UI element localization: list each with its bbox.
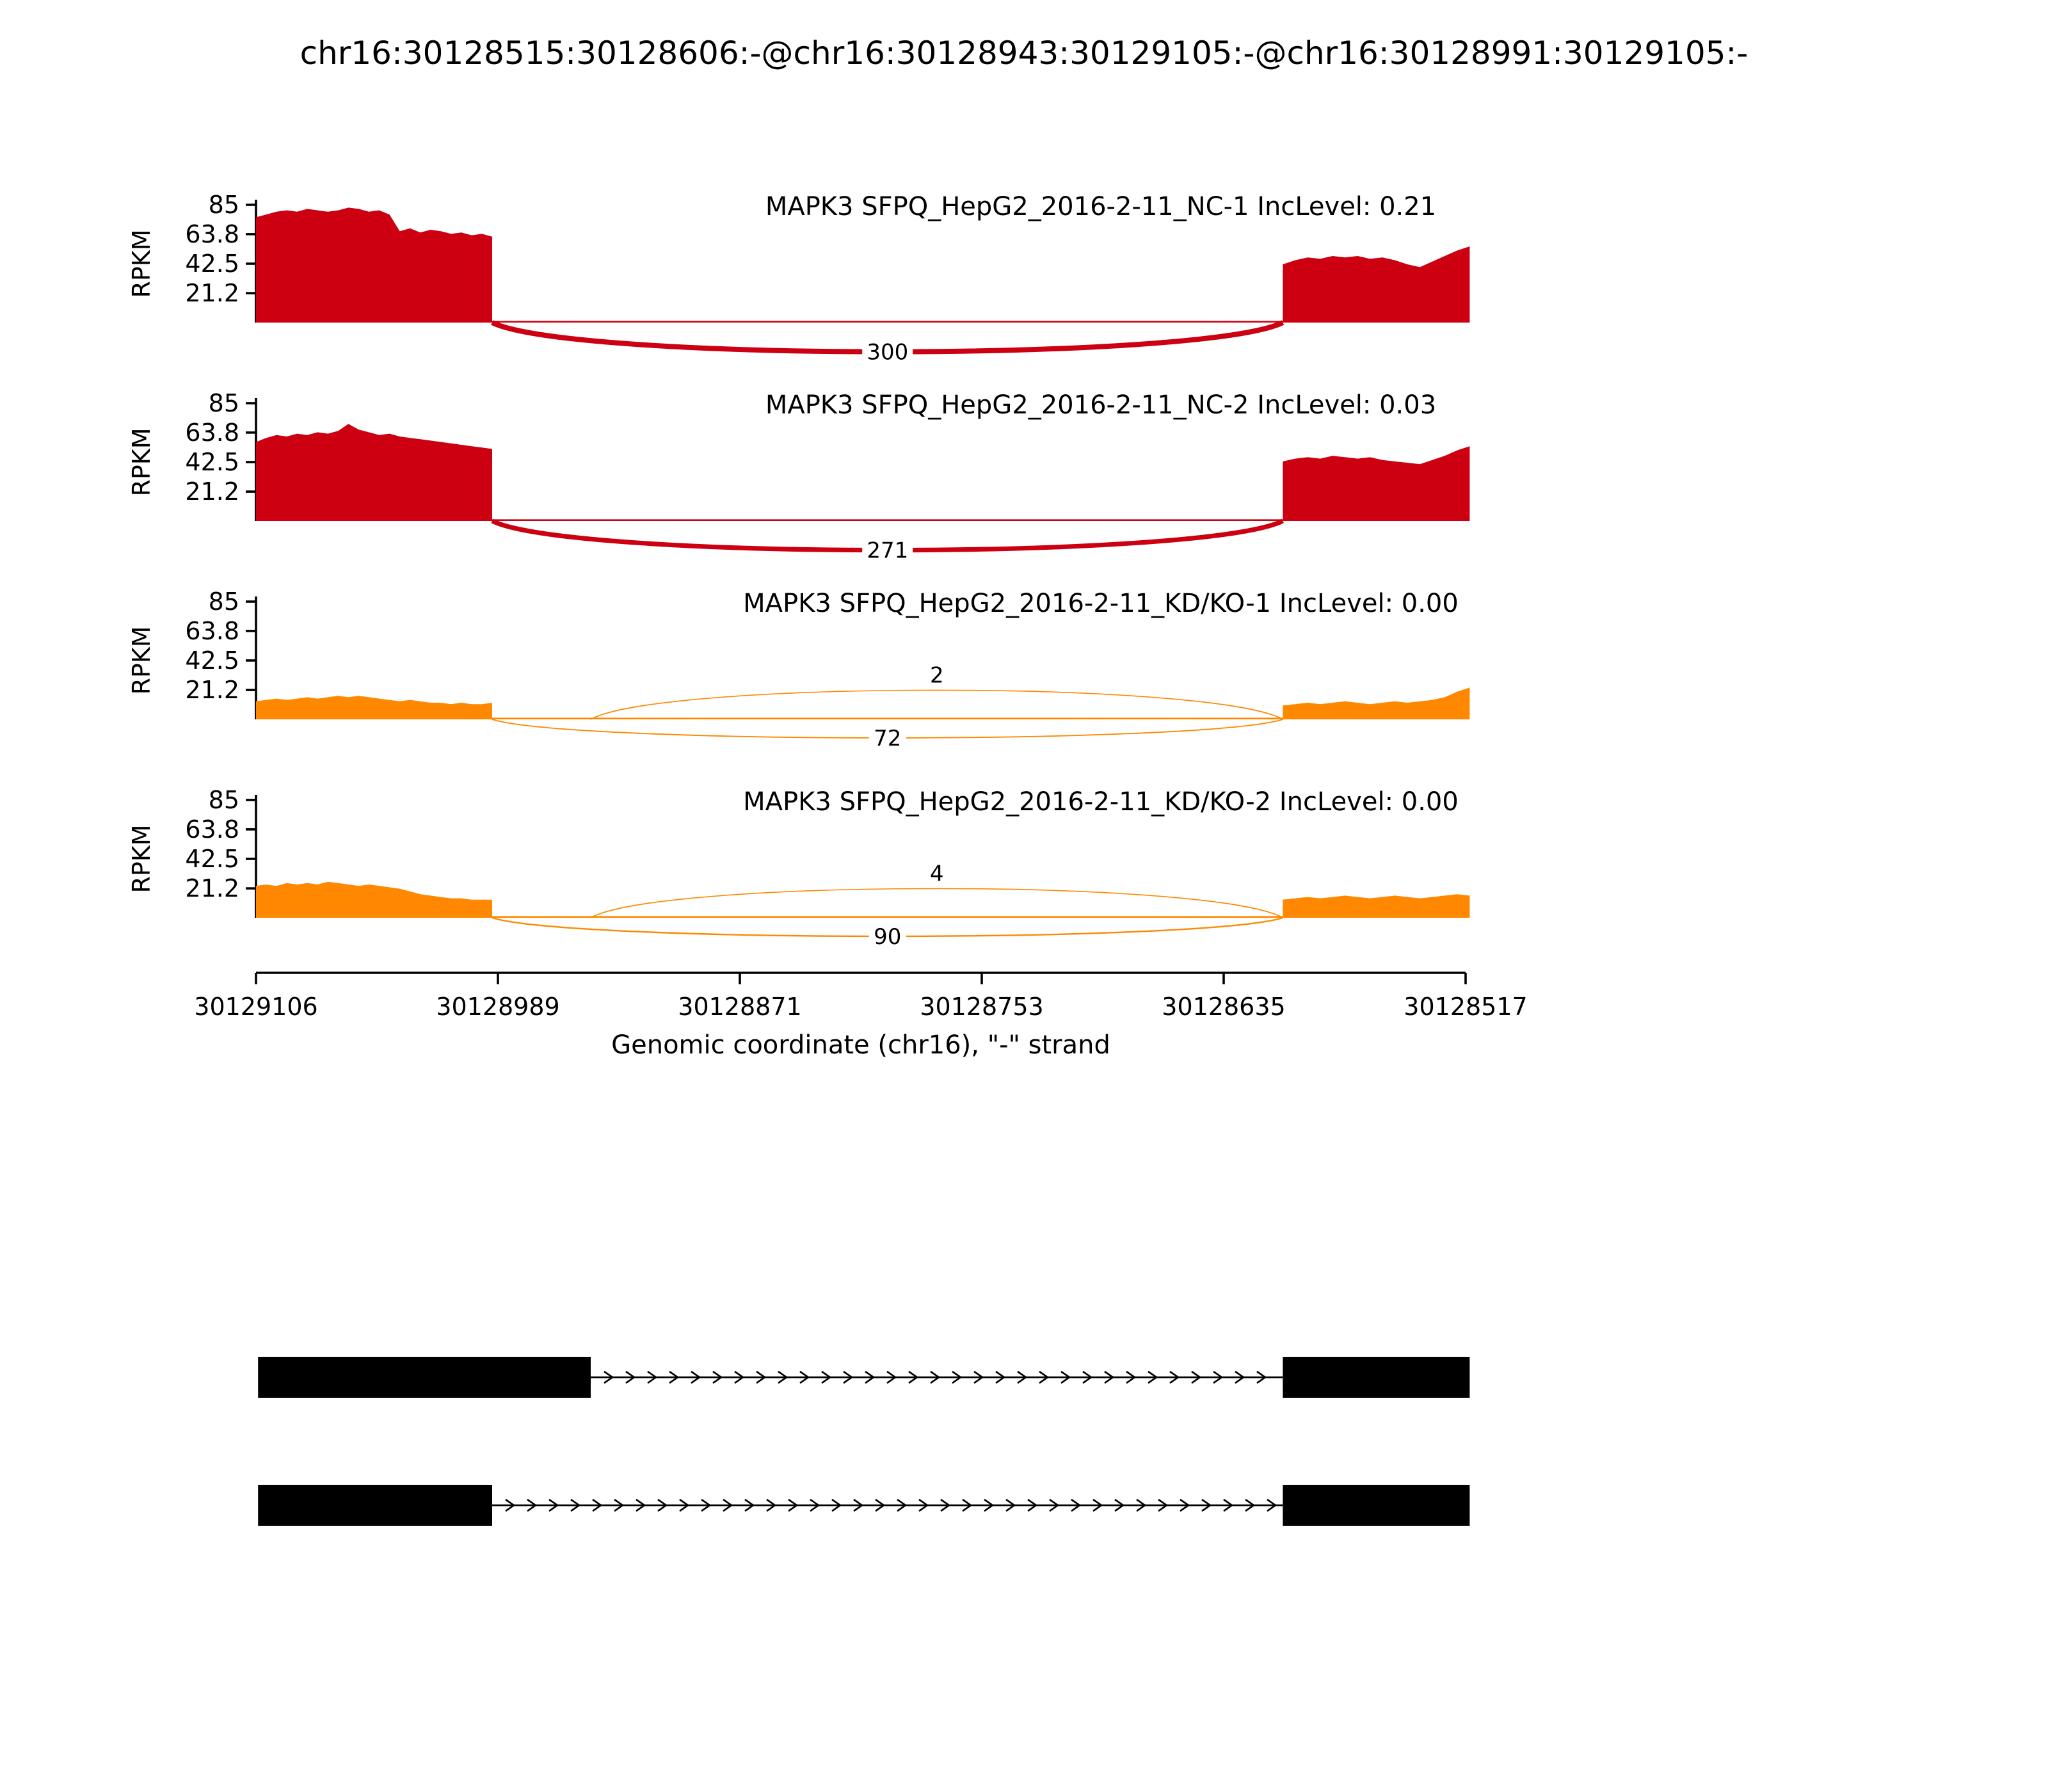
junction-count-bg [925,663,949,688]
junction-count-bg [868,726,906,751]
junction-count: 90 [874,924,901,950]
exon-box [258,1485,492,1526]
figure-title: chr16:30128515:30128606:-@chr16:30128943… [300,35,1748,72]
sashimi-track-2: MAPK3 SFPQ_HepG2_2016-2-11_NC-2 IncLevel… [127,389,1470,564]
y-tick-label: 21.2 [185,279,239,307]
junction-arc [590,689,1283,720]
y-tick-label: 21.2 [185,477,239,506]
y-tick-label: 42.5 [185,448,239,476]
y-tick-label: 63.8 [185,220,239,248]
x-tick-label: 30128871 [678,993,801,1021]
gene-models [258,1357,1470,1526]
junction-count: 2 [930,662,944,688]
isoform-1 [258,1357,1470,1398]
exon-box [258,1357,591,1398]
junction-count: 4 [930,861,944,886]
x-tick-label: 30128635 [1162,993,1285,1021]
coverage-left [256,207,492,323]
coverage-left [256,696,492,719]
sashimi-track-3: MAPK3 SFPQ_HepG2_2016-2-11_KD/KO-1 IncLe… [127,588,1470,751]
coverage-right [1283,446,1470,521]
intron-coverage [492,321,1283,323]
y-tick-label: 42.5 [185,250,239,278]
exon-box [1283,1357,1470,1398]
y-tick-label: 63.8 [185,419,239,447]
coverage-left [256,881,492,918]
track-label: MAPK3 SFPQ_HepG2_2016-2-11_NC-1 IncLevel… [765,192,1436,221]
junction-count-bg [868,925,906,949]
intron-coverage [492,717,1283,719]
sashimi-track-1: MAPK3 SFPQ_HepG2_2016-2-11_NC-1 IncLevel… [127,191,1470,365]
intron-coverage [492,519,1283,521]
track-label: MAPK3 SFPQ_HepG2_2016-2-11_KD/KO-2 IncLe… [743,787,1459,817]
x-tick-label: 30128517 [1404,993,1527,1021]
y-tick-label: 85 [209,191,239,219]
coverage-left [256,424,492,521]
x-tick-label: 30128753 [920,993,1043,1021]
y-tick-label: 21.2 [185,676,239,704]
y-axis-title: RPKM [127,626,156,694]
junction-count-bg [925,861,949,886]
y-tick-label: 85 [209,786,239,814]
junction-count-bg [862,538,913,563]
y-tick-label: 21.2 [185,874,239,902]
y-tick-label: 63.8 [185,815,239,844]
track-label: MAPK3 SFPQ_HepG2_2016-2-11_KD/KO-1 IncLe… [743,589,1459,618]
x-axis-title: Genomic coordinate (chr16), "-" strand [611,1030,1110,1060]
intron-coverage [492,916,1283,918]
junction-arc [590,888,1283,918]
x-axis: 30129106 30128989 30128871 30128753 30128635… [194,972,1528,1060]
x-tick-label: 30129106 [194,993,317,1021]
junction-count: 271 [867,538,908,564]
x-tick-label: 30128989 [436,993,559,1021]
junction-count: 300 [867,340,908,365]
sashimi-track-4: MAPK3 SFPQ_HepG2_2016-2-11_KD/KO-2 IncLe… [127,786,1470,950]
isoform-2 [258,1485,1470,1526]
coverage-tracks: MAPK3 SFPQ_HepG2_2016-2-11_NC-1 IncLevel… [127,191,1470,950]
coverage-right [1283,687,1470,719]
track-label: MAPK3 SFPQ_HepG2_2016-2-11_NC-2 IncLevel… [765,390,1436,420]
y-tick-label: 85 [209,389,239,417]
y-axis-title: RPKM [127,824,156,893]
y-axis-title: RPKM [127,428,156,496]
y-tick-label: 85 [209,588,239,616]
junction-count: 72 [874,726,901,751]
y-axis-title: RPKM [127,229,156,298]
coverage-right [1283,894,1470,918]
y-tick-label: 42.5 [185,646,239,675]
junction-count-bg [862,340,913,365]
y-tick-label: 42.5 [185,845,239,873]
coverage-right [1283,246,1470,323]
strand-arrows [505,1498,1277,1512]
exon-box [1283,1485,1470,1526]
y-tick-label: 63.8 [185,617,239,645]
strand-arrows [604,1370,1267,1384]
